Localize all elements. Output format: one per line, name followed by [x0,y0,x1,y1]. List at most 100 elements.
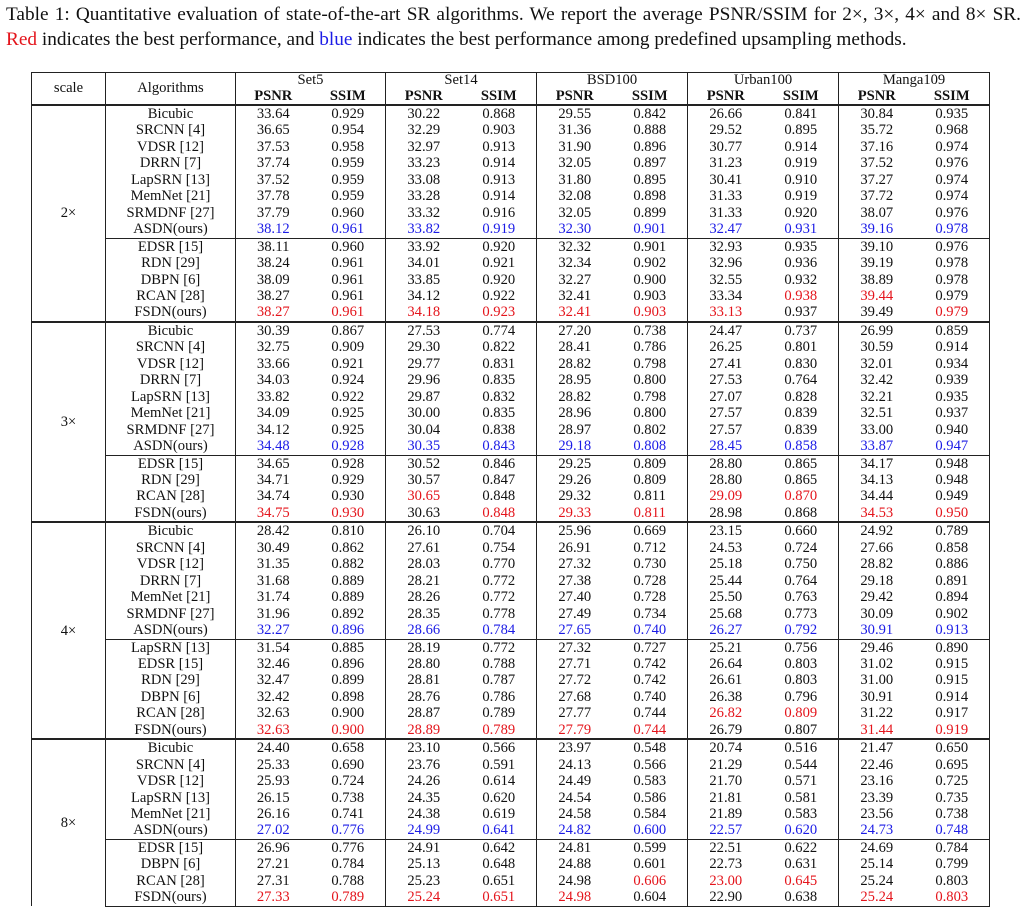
psnr-cell: 31.74 [256,589,290,606]
ssim-cell: 0.740 [612,688,689,706]
ssim-cell: 0.789 [461,705,538,722]
psnr-cell: 33.64 [235,103,311,123]
ssim-cell: 0.961 [310,255,387,272]
psnr-cell: 31.02 [860,655,894,672]
algorithm-name-cell: DRRN [7] [105,372,236,389]
psnr-cell: 24.58 [558,806,592,823]
psnr-cell: 23.16 [860,773,894,790]
psnr-cell: 27.20 [536,320,613,340]
psnr-cell: 27.38 [558,572,592,589]
algorithm-name-cell: LapSRN [13] [105,638,236,656]
psnr-cell: 30.84 [838,103,915,123]
ssim-cell: 0.808 [612,438,689,456]
ssim-cell: 0.789 [914,521,991,540]
psnr-cell: 29.42 [860,589,894,606]
ssim-cell: 0.738 [310,789,387,807]
ssim-cell: 0.586 [612,789,689,807]
ssim-cell: 0.772 [461,572,538,590]
psnr-cell: 30.22 [385,103,462,123]
algorithm-name-cell: RCAN [28] [105,705,236,722]
psnr-cell: 32.21 [860,388,894,405]
ssim-cell: 0.919 [461,221,538,239]
psnr-cell: 31.33 [709,188,743,205]
psnr-cell: 37.27 [860,171,894,188]
psnr-cell: 29.32 [558,488,592,505]
psnr-cell: 21.81 [709,789,743,806]
ssim-cell: 0.788 [461,655,538,673]
ssim-cell: 0.961 [310,221,387,239]
ssim-cell: 0.896 [310,622,387,639]
psnr-cell: 30.04 [407,421,441,438]
psnr-cell: 20.74 [687,738,764,757]
psnr-cell: 33.85 [407,271,441,288]
ssim-cell: 0.841 [763,103,840,123]
ssim-cell: 0.976 [914,237,991,256]
psnr-cell: 38.11 [235,237,311,256]
psnr-cell: 21.70 [709,773,743,790]
psnr-cell: 28.35 [407,605,441,622]
psnr-cell: 30.49 [256,539,290,556]
ssim-cell: 0.620 [763,822,840,840]
algorithm-name-cell: ASDN(ours) [105,221,236,239]
psnr-cell: 28.81 [407,672,441,689]
ssim-cell: 0.838 [461,421,538,439]
psnr-cell: 22.90 [687,889,764,907]
ssim-cell: 0.890 [914,638,991,656]
header-ssim: SSIM [612,88,689,105]
header-psnr: PSNR [404,88,443,104]
psnr-cell: 33.00 [860,421,894,438]
psnr-cell: 24.99 [407,822,441,839]
algorithm-name-cell: Bicubic [105,320,236,340]
psnr-cell: 37.16 [860,138,894,155]
psnr-cell: 26.38 [709,688,743,705]
psnr-cell: 24.91 [385,838,462,857]
table-row: 2× Bicubic 33.64 0.929 30.22 0.868 29.55 0.842 2… [31,103,991,322]
ssim-cell: 0.740 [612,622,689,639]
header-scale: scale [31,72,106,105]
psnr-cell: 27.53 [385,320,462,340]
psnr-cell: 31.22 [860,705,894,722]
ssim-cell: 0.914 [461,188,538,205]
caption-text-2: indicates the best performance, and [37,29,320,50]
table-row: DBPN [6] 27.21 0.784 25.13 0.648 24.88 0.601 22… [32,856,991,873]
ssim-cell: 0.921 [310,355,387,373]
ssim-cell: 0.744 [612,721,689,740]
table-row: VDSR [12] 37.53 0.958 32.97 0.913 31.90 0.896 3… [32,138,991,156]
psnr-cell: 28.98 [709,504,743,521]
psnr-cell: 27.21 [256,856,290,873]
psnr-cell: 27.72 [558,672,592,689]
psnr-cell: 23.10 [385,738,462,757]
ssim-cell: 0.928 [310,454,387,472]
psnr-cell: 32.55 [709,271,743,288]
ssim-cell: 0.930 [310,488,387,505]
ssim-cell: 0.807 [763,721,840,740]
psnr-cell: 27.71 [558,655,592,672]
ssim-cell: 0.930 [310,504,387,523]
psnr-cell: 32.75 [256,339,290,356]
ssim-cell: 0.896 [310,655,387,673]
psnr-cell: 27.65 [558,622,592,639]
table-row: SRMDNF [27] 31.96 0.892 28.35 0.778 27.49 0.73… [32,605,991,623]
header-psnr: PSNR [555,88,594,104]
psnr-cell: 24.81 [536,838,613,857]
psnr-cell: 39.44 [860,287,894,304]
ssim-cell: 0.772 [461,589,538,606]
table-row: VDSR [12] 33.66 0.921 29.77 0.831 28.82 0.798 2… [32,355,991,373]
psnr-cell: 32.42 [860,372,894,389]
ssim-cell: 0.948 [914,471,991,489]
psnr-cell: 31.44 [860,721,894,738]
psnr-cell: 24.26 [407,773,441,790]
algorithm-name-cell: VDSR [12] [105,773,236,790]
ssim-cell: 0.922 [461,287,538,305]
psnr-cell: 27.79 [558,721,592,738]
psnr-cell: 25.96 [536,521,613,540]
ssim-cell: 0.735 [914,789,991,807]
ssim-cell: 0.886 [914,556,991,573]
psnr-cell: 24.92 [838,521,915,540]
ssim-cell: 0.979 [914,287,991,305]
ssim-cell: 0.800 [612,372,689,389]
ssim-cell: 0.900 [310,721,387,740]
psnr-cell: 23.97 [536,738,613,757]
table-row: SRMDNF [27] 34.12 0.925 30.04 0.838 28.97 0.80… [32,421,991,439]
ssim-cell: 0.915 [914,655,991,673]
